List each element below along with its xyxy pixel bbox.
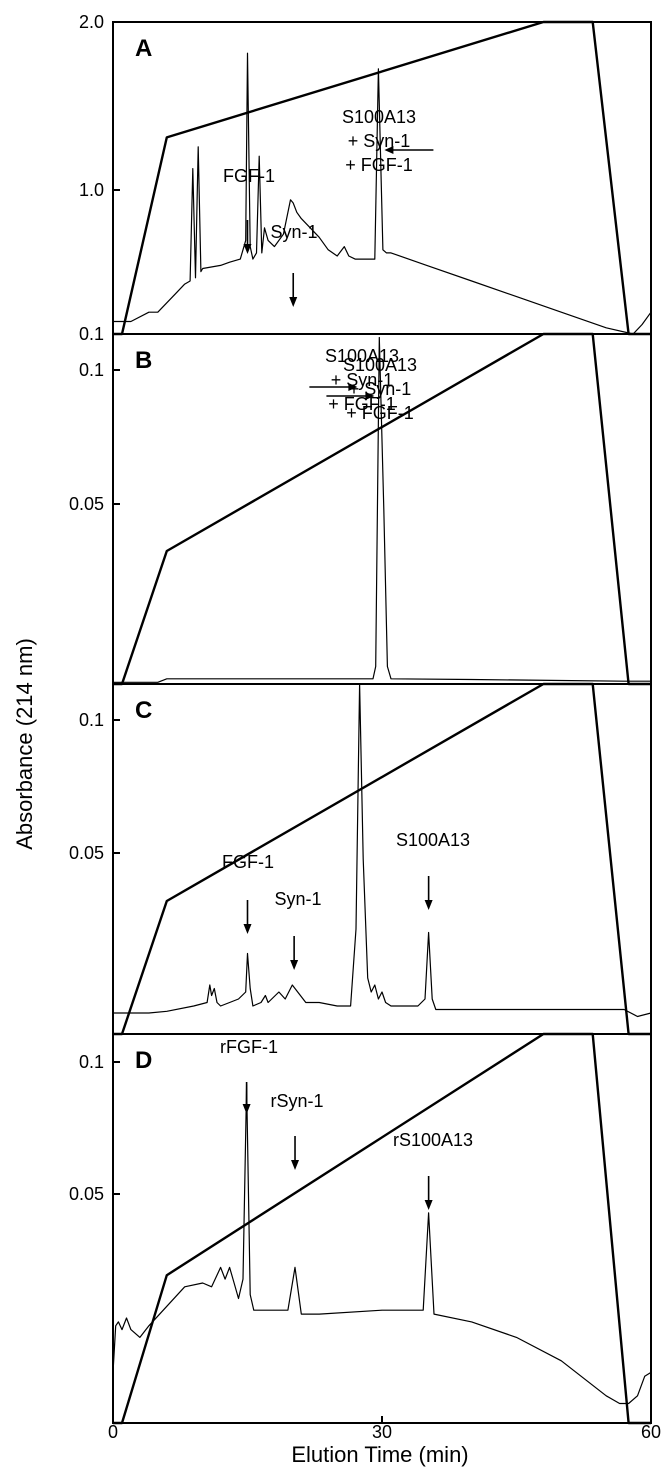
annotation-arrowhead — [365, 392, 375, 400]
annotation-text: FGF-1 — [222, 852, 274, 872]
annotation-text: Syn-1 — [274, 889, 321, 909]
y-tick-label: 1.0 — [79, 180, 104, 200]
annotation-arrowhead — [242, 1104, 251, 1114]
panel-label: B — [135, 347, 152, 374]
peak-annotation: Syn-1 — [274, 889, 322, 970]
x-axis-title: Elution Time (min) — [291, 1442, 468, 1467]
annotation-text: S100A13 — [343, 355, 417, 375]
annotation-arrowhead — [291, 1160, 300, 1170]
panel-label: A — [135, 35, 152, 62]
gradient-line — [113, 20, 651, 336]
y-tick-label: 0.1 — [79, 360, 104, 380]
x-tick-label: 0 — [108, 1422, 118, 1442]
x-tick-label: 30 — [372, 1422, 392, 1442]
annotation-text: FGF-1 — [223, 166, 275, 186]
y-tick-label: 0.1 — [79, 710, 104, 730]
absorbance-trace — [113, 683, 652, 1018]
panel-frame — [112, 21, 652, 335]
peak-annotation: S100A13 + Syn-1 + FGF-1 — [309, 346, 399, 414]
peak-annotation: S100A13 + Syn-1 + FGF-1 — [342, 107, 434, 175]
annotation-arrowhead — [289, 297, 298, 307]
annotation-arrowhead — [424, 900, 433, 910]
y-tick-label: 2.0 — [79, 12, 104, 32]
y-tick-label: 0.05 — [69, 494, 104, 514]
panel-label: D — [135, 1047, 152, 1074]
annotation-text: rS100A13 — [393, 1130, 473, 1150]
panel-frame — [112, 683, 652, 1035]
peak-annotation: S100A13+ Syn-1+ FGF-1 — [326, 355, 417, 423]
annotation-text: S100A13 — [396, 830, 470, 850]
panel-d: D 0.1 0.05 rFGF-1 rSyn-1 rS100A13 — [69, 1032, 652, 1425]
annotation-text: S100A13 — [325, 346, 399, 366]
annotation-arrowhead — [243, 244, 252, 254]
y-tick-label: 0.1 — [79, 1052, 104, 1072]
annotation-text: rSyn-1 — [270, 1091, 323, 1111]
annotation-text: + Syn-1 — [348, 131, 411, 151]
peak-annotation: rSyn-1 — [270, 1091, 324, 1170]
annotation-text: + Syn-1 — [331, 370, 394, 390]
annotation-text: + FGF-1 — [346, 403, 414, 423]
x-axis: 0 30 60 — [108, 1416, 661, 1442]
y-tick-label: 0.05 — [69, 1184, 104, 1204]
absorbance-trace — [112, 1083, 652, 1405]
annotation-text: + FGF-1 — [328, 394, 396, 414]
peak-annotation: rFGF-1 — [220, 1037, 278, 1114]
absorbance-trace — [113, 52, 652, 335]
gradient-line — [113, 682, 651, 1036]
peak-annotation: S100A13 — [396, 830, 470, 910]
peak-annotation: Syn-1 — [270, 222, 318, 307]
panel-a: A 0.1 1.0 2.0 FGF-1 Syn-1 S100A13 + Syn-1 + FGF-… — [79, 12, 652, 344]
panel-label: C — [135, 697, 152, 724]
peak-annotation: FGF-1 — [223, 166, 275, 254]
gradient-line — [113, 1032, 651, 1425]
annotation-arrowhead — [348, 383, 358, 391]
annotation-text: + Syn-1 — [349, 379, 412, 399]
panel-frame — [112, 1033, 652, 1424]
y-axis-title: Absorbance (214 nm) — [12, 638, 37, 850]
annotation-arrowhead — [384, 146, 394, 154]
annotation-arrowhead — [243, 924, 252, 934]
absorbance-trace — [113, 336, 651, 683]
x-tick-label: 60 — [641, 1422, 661, 1442]
peak-annotation: rS100A13 — [393, 1130, 473, 1210]
annotation-text: Syn-1 — [270, 222, 317, 242]
peak-annotation: FGF-1 — [222, 852, 274, 934]
annotation-text: + FGF-1 — [345, 155, 413, 175]
annotation-arrowhead — [424, 1200, 433, 1210]
annotation-arrowhead — [290, 960, 299, 970]
annotation-text: S100A13 — [342, 107, 416, 127]
y-tick-label: 0.1 — [79, 324, 104, 344]
annotation-text: rFGF-1 — [220, 1037, 278, 1057]
y-tick-label: 0.05 — [69, 843, 104, 863]
